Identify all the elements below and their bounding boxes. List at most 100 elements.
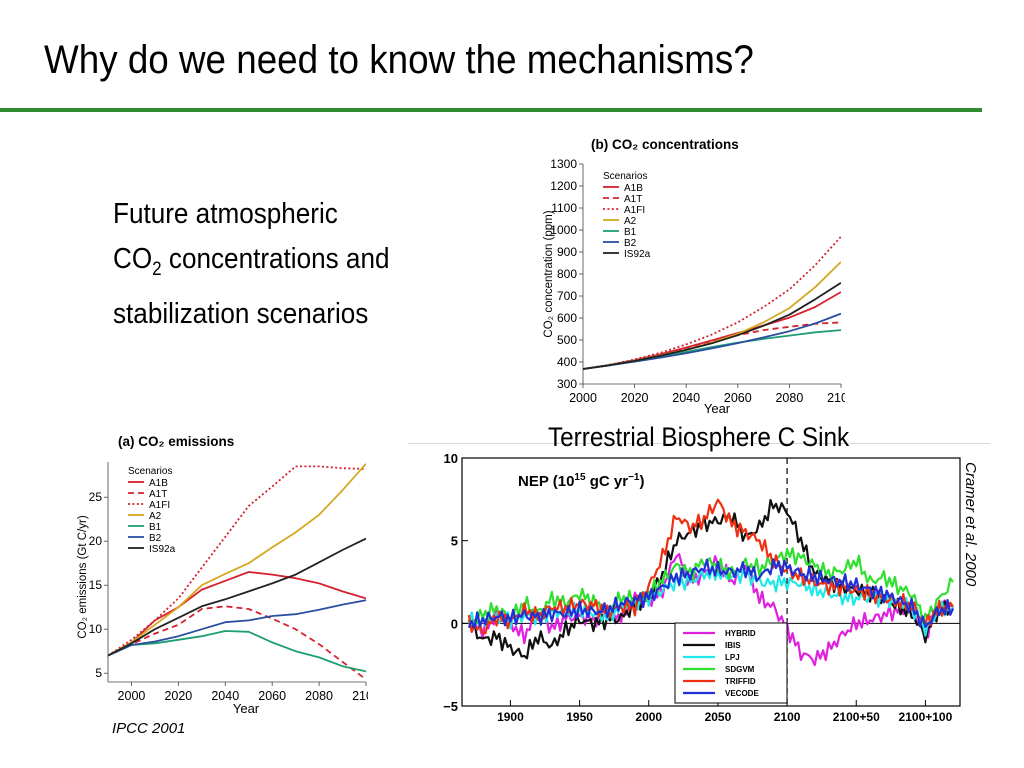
series-line-a1b [583,291,841,370]
legend-label-ibis: IBIS [725,641,741,650]
x-tick-label: 2060 [258,689,286,703]
y-tick-label: 700 [557,289,577,303]
legend-label-lpj: LPJ [725,653,740,662]
title-end: ) [639,473,644,490]
title-sup-1: 15 [574,472,586,483]
x-tick-label: 2100+50 [833,710,880,724]
series-line-sdgvm [468,547,954,625]
x-tick-label: 2000 [118,689,146,703]
series-group [108,463,366,681]
x-tick-label: 2100 [774,710,801,724]
x-tick-label: 2060 [724,391,752,405]
body-line-2-rest: concentrations and [161,243,390,275]
series-line-b2 [108,599,366,657]
body-text: Future atmospheric CO2 concentrations an… [113,192,389,337]
source-cramer: Cramer et al. 2000 [962,462,979,587]
y-tick-label: 20 [89,534,103,548]
series-line-b1 [108,630,366,673]
chart-title: (b) CO₂ concentrations [591,137,739,152]
legend-label-is92a: IS92a [149,544,176,555]
plot-frame [461,457,961,707]
body-line-1: Future atmospheric [113,198,338,230]
series-line-a1fi [108,465,366,657]
source-ipcc: IPCC 2001 [112,720,186,737]
legend-label-a1fi: A1FI [624,205,645,216]
series-line-ibis [467,498,954,660]
x-tick-label: 2040 [672,391,700,405]
series-line-a2 [583,261,841,370]
legend-label-b1: B1 [149,522,162,533]
legend-label-a2: A2 [149,511,162,522]
chart-title: (a) CO₂ emissions [118,434,234,449]
legend-label-vecode: VECODE [725,689,759,698]
x-tick-label: 1900 [497,710,524,724]
y-tick-label: 1100 [551,201,577,215]
legend-label-b2: B2 [624,238,637,249]
legend-label-sdgvm: SDGVM [725,665,755,674]
body-line-2: CO2 concentrations and [113,237,389,292]
y-tick-label: 600 [557,311,577,325]
y-tick-label: −5 [443,699,458,714]
y-tick-label: 15 [89,578,103,592]
legend-label-b1: B1 [624,227,637,238]
x-tick-label: 2080 [775,391,803,405]
series-line-a1t [583,321,841,370]
chart-title: NEP (1015 gC yr−1) [518,472,644,490]
y-tick-label: 5 [451,534,458,549]
co2-concentrations-chart: (b) CO₂ concentrations Year CO₂ concentr… [543,137,845,416]
title-sup-2: −1 [628,472,640,483]
legend-label-a1t: A1T [149,489,167,500]
x-tick-label: 1950 [566,710,593,724]
title-mid: gC yr [586,473,629,490]
body-line-3: stabilization scenarios [113,297,369,330]
legend-title: Scenarios [603,171,647,182]
x-tick-label: 2100+100 [899,710,953,724]
y-tick-label: 0 [451,616,458,631]
slide-title: Why do we need to know the mechanisms? [44,38,754,82]
series-line-vecode [467,558,955,629]
legend-box [674,622,788,704]
nep-chart: NEP (1015 gC yr−1) −5 0 5 10 1900 1950 2000 205… [443,451,961,724]
title-divider [0,108,982,112]
y-tick-label: 25 [89,490,103,504]
series-group [467,498,955,667]
y-tick-label: 800 [557,267,577,281]
x-tick-label: 2100 [827,391,845,405]
x-tick-label: 2050 [705,710,732,724]
x-tick-label: 2020 [164,689,192,703]
y-tick-label: 1300 [550,157,577,171]
y-tick-label: 1200 [550,179,577,193]
y-axis-label: CO₂ emissions (Gt C/yr) [77,515,89,638]
y-axis-label: CO₂ concentration (ppm) [543,210,555,337]
series-line-a2 [108,463,366,657]
section-divider [408,443,990,444]
y-tick-label: 10 [89,622,103,636]
legend-label-a2: A2 [624,216,637,227]
y-tick-label: 500 [557,333,577,347]
x-tick-label: 2000 [635,710,662,724]
y-tick-label: 400 [557,355,577,369]
x-tick-label: 2000 [569,391,597,405]
legend-label-is92a: IS92a [624,249,651,260]
series-group [583,235,841,370]
y-tick-label: 900 [557,245,577,259]
y-tick-label: 300 [557,377,577,391]
series-line-is92a [108,537,366,657]
y-tick-label: 5 [95,666,102,680]
title-main: NEP (10 [518,473,574,490]
x-tick-label: 2080 [305,689,333,703]
legend-label-a1b: A1B [624,183,643,194]
y-tick-label: 10 [444,451,458,466]
legend-label-a1b: A1B [149,478,168,489]
series-line-triffid [467,498,955,635]
x-tick-label: 2100 [352,689,368,703]
x-tick-label: 2020 [621,391,649,405]
legend-label-triffid: TRIFFID [725,677,756,686]
body-subscript: 2 [152,258,162,280]
x-tick-label: 2040 [211,689,239,703]
legend-label-a1fi: A1FI [149,500,170,511]
series-line-a1t [108,605,366,681]
legend-label-a1t: A1T [624,194,642,205]
legend-label-hybrid: HYBRID [725,629,756,638]
x-axis-label: Year [233,701,260,716]
